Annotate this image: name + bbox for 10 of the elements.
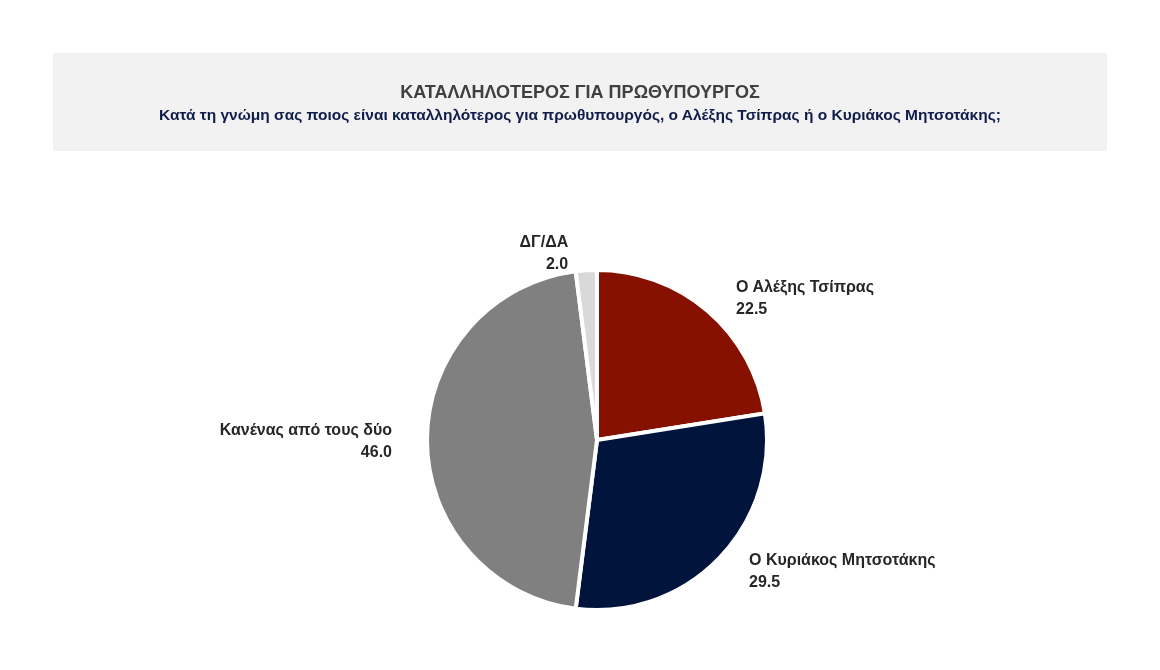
chart-subtitle: Κατά τη γνώμη σας ποιος είναι καταλληλότερος για πρωθυπουργός, ο Αλέξης Τσίπρας ή ο Κυριάκος Μητσοτάκης; [158,105,1002,125]
chart-title: ΚΑΤΑΛΛΗΛΟΤΕΡΟΣ ΓΙΑ ΠΡΩΘΥΠΟΥΡΓΟΣ [399,81,761,103]
slice-label: Ο Αλέξης Τσίπρας [736,277,875,296]
data-label: 46.0 [360,442,393,460]
data-label: 29.5 [749,573,781,591]
slice-label: Κανένας από τους δύο [219,420,393,439]
data-label: 2.0 [545,254,569,272]
data-label: 22.5 [736,299,768,317]
slice-label: ΔΓ/ΔΑ [519,232,569,250]
slice-label: Ο Κυριάκος Μητσοτάκης [749,551,936,570]
